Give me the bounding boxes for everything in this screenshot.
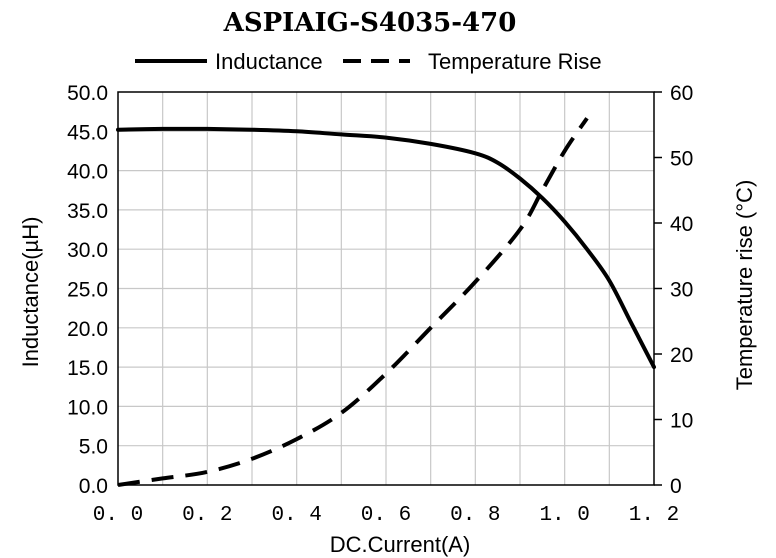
y-left-tick-label: 35.0 (67, 200, 108, 223)
y-left-tick-label: 45.0 (67, 121, 108, 144)
y-left-tick-label: 20.0 (67, 318, 108, 341)
legend-label-inductance: Inductance (215, 49, 323, 74)
series-line-temperature-rise (117, 117, 589, 487)
y-left-tick-label: 10.0 (67, 396, 108, 419)
y-right-tick-label: 0 (670, 475, 682, 498)
y-left-axis-label: Inductance(µH) (18, 217, 43, 368)
y-right-tick-label: 50 (670, 148, 693, 171)
y-left-tick-label: 25.0 (67, 279, 108, 302)
y-left-tick-labels: 50.0 45.0 40.0 35.0 30.0 25.0 20.0 15.0 10.0 5.0 0… (67, 82, 108, 498)
y-right-tick-labels: 60 50 40 30 20 10 0 (654, 82, 693, 498)
y-right-axis-label: Temperature rise (°C) (732, 180, 757, 391)
x-tick-label: 1. 2 (629, 504, 679, 527)
y-right-tick-label: 60 (670, 82, 693, 105)
y-right-tick-label: 10 (670, 410, 693, 433)
x-tick-label: 0. 2 (182, 504, 232, 527)
x-axis-label: DC.Current(A) (330, 532, 471, 557)
chart-title: ASPIAIG-S4035-470 (223, 8, 517, 38)
x-tick-label: 0. 6 (361, 504, 411, 527)
y-left-tick-label: 5.0 (79, 436, 108, 459)
grid (118, 92, 654, 485)
legend: Inductance Temperature Rise (135, 49, 602, 74)
y-left-tick-label: 15.0 (67, 357, 108, 380)
x-tick-label: 0. 0 (93, 504, 143, 527)
y-right-tick-label: 30 (670, 279, 693, 302)
y-right-tick-label: 40 (670, 213, 693, 236)
y-right-tick-label: 20 (670, 344, 693, 367)
y-left-tick-label: 40.0 (67, 161, 108, 184)
y-left-tick-label: 50.0 (67, 82, 108, 105)
series-line-inductance (116, 126, 656, 370)
x-tick-label: 1. 0 (539, 504, 589, 527)
x-tick-label: 0. 8 (450, 504, 500, 527)
legend-label-temperature-rise: Temperature Rise (428, 49, 602, 74)
x-tick-label: 0. 4 (271, 504, 321, 527)
y-left-tick-label: 0.0 (79, 475, 108, 498)
x-tick-labels: 0. 0 0. 2 0. 4 0. 6 0. 8 1. 0 1. 2 (93, 504, 679, 527)
y-left-tick-label: 30.0 (67, 239, 108, 262)
